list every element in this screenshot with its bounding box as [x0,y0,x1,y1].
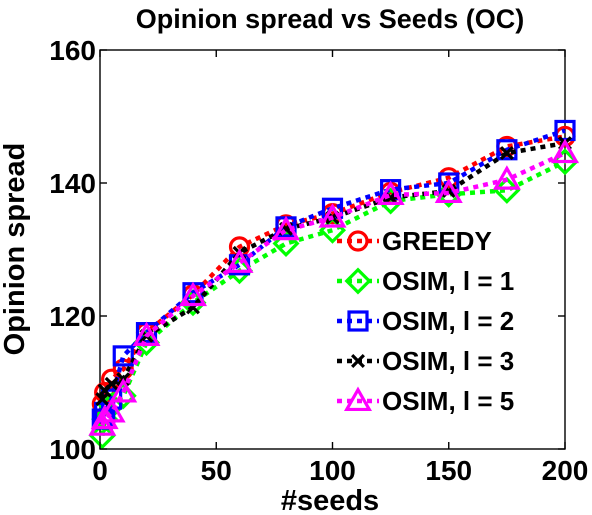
legend-entry: OSIM, l = 1 [337,266,514,296]
data-point [492,165,521,190]
data-point [90,404,119,430]
legend-entry: OSIM, l = 3 [337,346,514,376]
data-point [271,215,301,241]
chart-title: Opinion spread vs Seeds (OC) [136,4,525,34]
legend-entry: OSIM, l = 2 [337,306,514,336]
data-point [132,321,161,346]
legend-label: OSIM, l = 2 [382,306,514,336]
x-tick-label: 150 [425,455,472,486]
y-tick-label: 120 [49,301,96,332]
data-point [112,345,134,367]
legend-marker [343,386,373,412]
y-tick-label: 140 [49,168,96,199]
legend-label: GREEDY [382,226,492,256]
legend-marker [351,354,365,368]
y-tick-label: 160 [49,35,96,66]
series-line [100,151,566,427]
series-line [100,134,566,405]
x-tick-label: 200 [542,455,589,486]
series-layer [88,119,580,450]
x-tick-label: 100 [309,455,356,486]
x-axis-label: #seeds [281,485,379,515]
axes-layer: 0 50 100 150 200 100 120 140 160 [49,35,588,486]
data-point [499,146,514,161]
legend-marker [344,267,372,295]
data-point [434,178,463,204]
data-point [318,203,347,228]
legend-entry: OSIM, l = 5 [337,386,514,416]
x-tick-label: 0 [92,455,108,486]
data-point [104,376,119,391]
data-point [88,422,116,450]
legend: GREEDY OSIM, l = 1 OSIM, l = 2 OSIM, l = 3 O… [337,226,514,416]
legend-label: OSIM, l = 5 [382,386,514,416]
legend-marker [347,230,369,252]
data-point [109,378,138,403]
legend-entry: GREEDY [337,226,492,256]
plot-area [99,49,566,450]
data-point [496,139,518,161]
y-axis-label: Opinion spread [0,143,31,356]
data-point [178,281,208,307]
x-tick-label: 50 [201,455,232,486]
legend-label: OSIM, l = 1 [382,266,514,296]
legend-marker [347,310,369,332]
y-tick-label: 100 [49,434,96,465]
data-point [97,397,126,423]
series-5 [88,138,580,436]
legend-label: OSIM, l = 3 [382,346,514,376]
data-point [550,138,580,164]
data-point [376,180,405,206]
data-point [225,248,254,273]
